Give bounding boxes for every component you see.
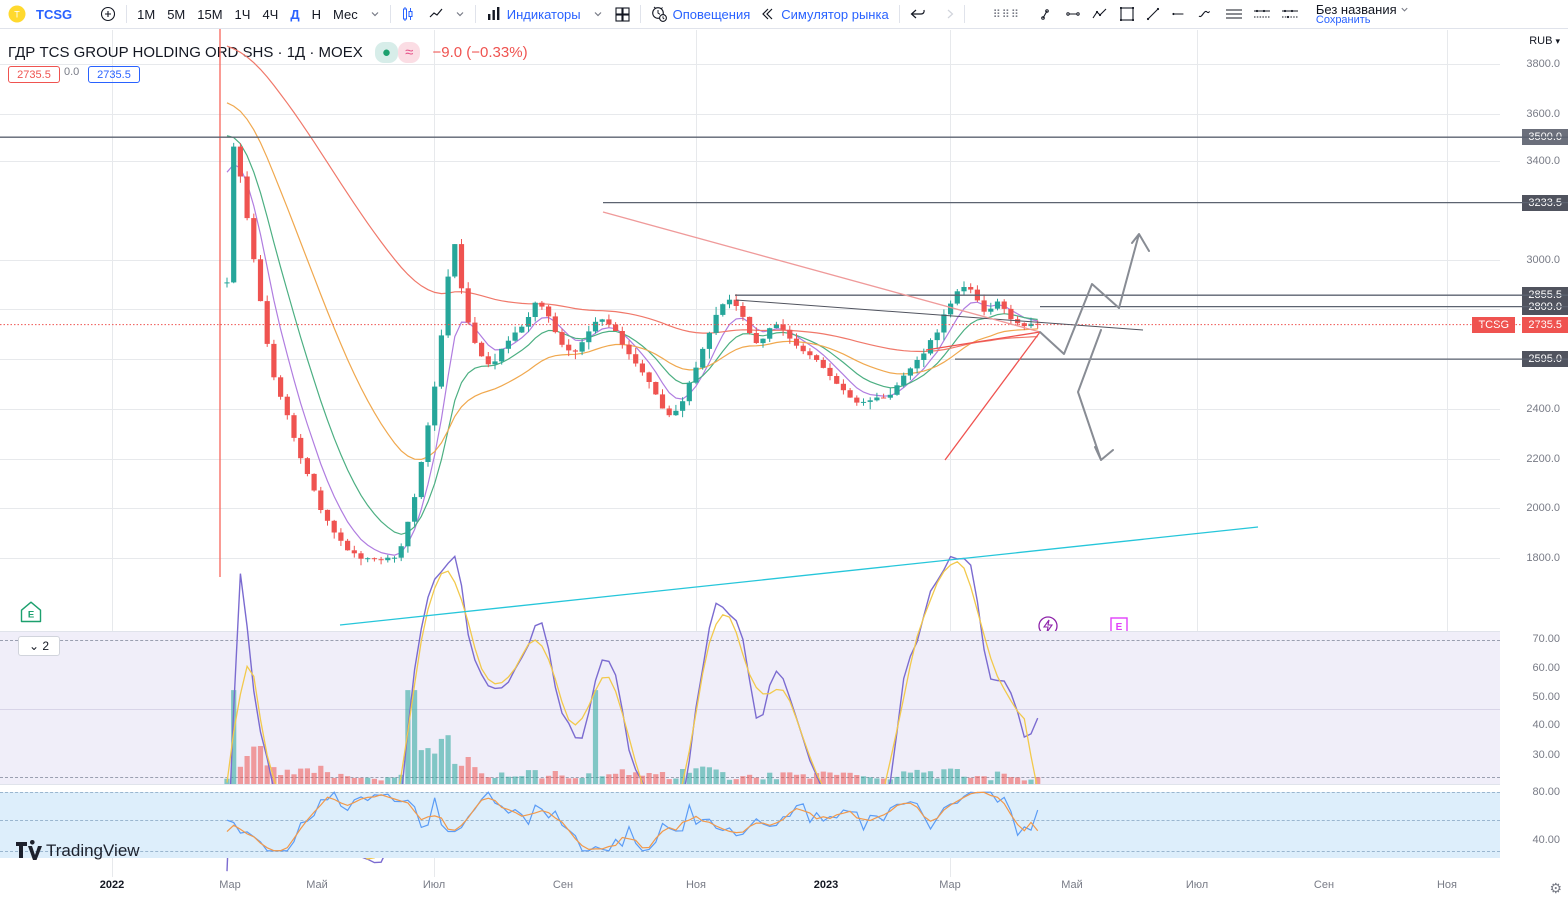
svg-text:E: E <box>28 610 34 621</box>
svg-text:T: T <box>14 10 20 20</box>
